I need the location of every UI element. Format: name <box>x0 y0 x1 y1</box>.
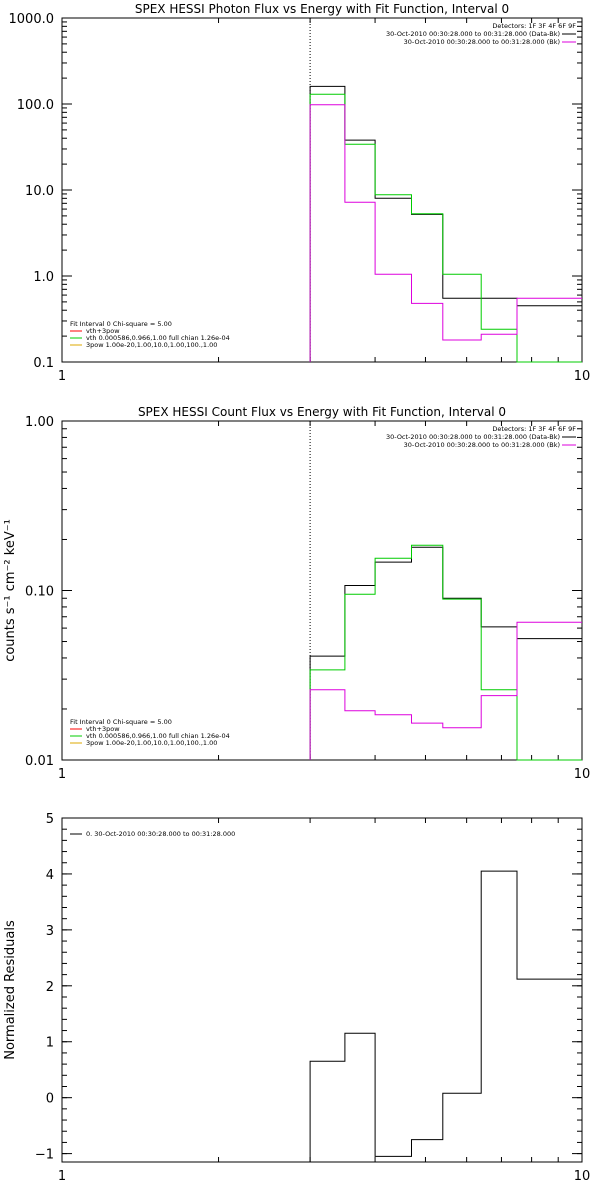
chart-panel-2: SPEX HESSI Count Flux vs Energy with Fit… <box>3 405 590 782</box>
y-tick-label: 4 <box>46 868 54 883</box>
y-tick-label: 1 <box>46 1036 54 1051</box>
x-tick-label: 10 <box>574 1169 591 1184</box>
x-tick-label: 10 <box>574 369 591 384</box>
x-tick-label: 1 <box>58 767 66 782</box>
legend-entry: 3pow 1.00e-20,1.00,10.0,1.00,100.,1.00 <box>86 739 217 747</box>
y-axis-label: counts s⁻¹ cm⁻² keV⁻¹ <box>3 519 18 662</box>
legend-fit-summary: Fit Interval 0 Chi-square = 5.00 <box>70 718 172 726</box>
y-tick-label: 1.00 <box>25 415 54 430</box>
series-1-histogram <box>309 870 582 1162</box>
series-3-histogram <box>309 621 582 760</box>
chart-panel-3: Normalized Residuals 1 10 −1 0 1 2 3 4 5 0. 30-Oct… <box>3 812 590 1184</box>
series-3-histogram <box>309 104 582 362</box>
y-tick-label: 0 <box>46 1092 54 1107</box>
x-tick-label: 1 <box>58 1169 66 1184</box>
legend-entry: 30-Oct-2010 00:30:28.000 to 00:31:28.000… <box>386 30 560 38</box>
series-1-histogram <box>309 85 582 362</box>
y-tick-label: 0.10 <box>25 585 54 600</box>
y-axis-label: Normalized Residuals <box>3 920 18 1060</box>
legend-entry: vth+3pow <box>86 725 120 733</box>
legend-entry: vth 0.000586,0.966,1.00 full chian 1.26e… <box>86 334 230 342</box>
legend-entry: vth+3pow <box>86 327 120 335</box>
plot-frame <box>61 17 583 363</box>
chart-title: SPEX HESSI Photon Flux vs Energy with Fi… <box>135 2 509 16</box>
y-tick-label: 10.0 <box>25 184 54 199</box>
legend-detectors: Detectors: 1F 3F 4F 6F 9F <box>492 425 576 433</box>
chart-title: SPEX HESSI Count Flux vs Energy with Fit… <box>138 405 506 419</box>
y-tick-label: 1000.0 <box>9 12 55 27</box>
legend-detectors: Detectors: 1F 3F 4F 6F 9F <box>492 22 576 30</box>
y-tick-label: 5 <box>46 812 54 827</box>
y-tick-label: 0.1 <box>33 356 54 371</box>
chart-panel-1: SPEX HESSI Photon Flux vs Energy with Fi… <box>9 2 591 384</box>
y-tick-label: 0.01 <box>25 754 54 769</box>
legend-entry: 0. 30-Oct-2010 00:30:28.000 to 00:31:28.… <box>86 830 235 838</box>
x-tick-label: 10 <box>574 767 591 782</box>
series-2-histogram <box>309 93 582 363</box>
legend-entry: 30-Oct-2010 00:30:28.000 to 00:31:28.000… <box>404 38 560 46</box>
plot-frame <box>61 817 583 1163</box>
y-tick-label: 2 <box>46 980 54 995</box>
legend-entry: 30-Oct-2010 00:30:28.000 to 00:31:28.000… <box>404 441 560 449</box>
x-tick-label: 1 <box>58 369 66 384</box>
legend-entry: 30-Oct-2010 00:30:28.000 to 00:31:28.000… <box>386 433 560 441</box>
legend-fit-summary: Fit Interval 0 Chi-square = 5.00 <box>70 320 172 328</box>
y-tick-label: 100.0 <box>17 98 54 113</box>
y-tick-label: −1 <box>35 1148 54 1163</box>
plot-frame <box>61 420 583 761</box>
series-2-histogram <box>309 544 582 761</box>
y-tick-label: 1.0 <box>33 270 54 285</box>
legend-entry: 3pow 1.00e-20,1.00,10.0,1.00,100.,1.00 <box>86 341 217 349</box>
legend-entry: vth 0.000586,0.966,1.00 full chian 1.26e… <box>86 732 230 740</box>
y-tick-label: 3 <box>46 924 54 939</box>
